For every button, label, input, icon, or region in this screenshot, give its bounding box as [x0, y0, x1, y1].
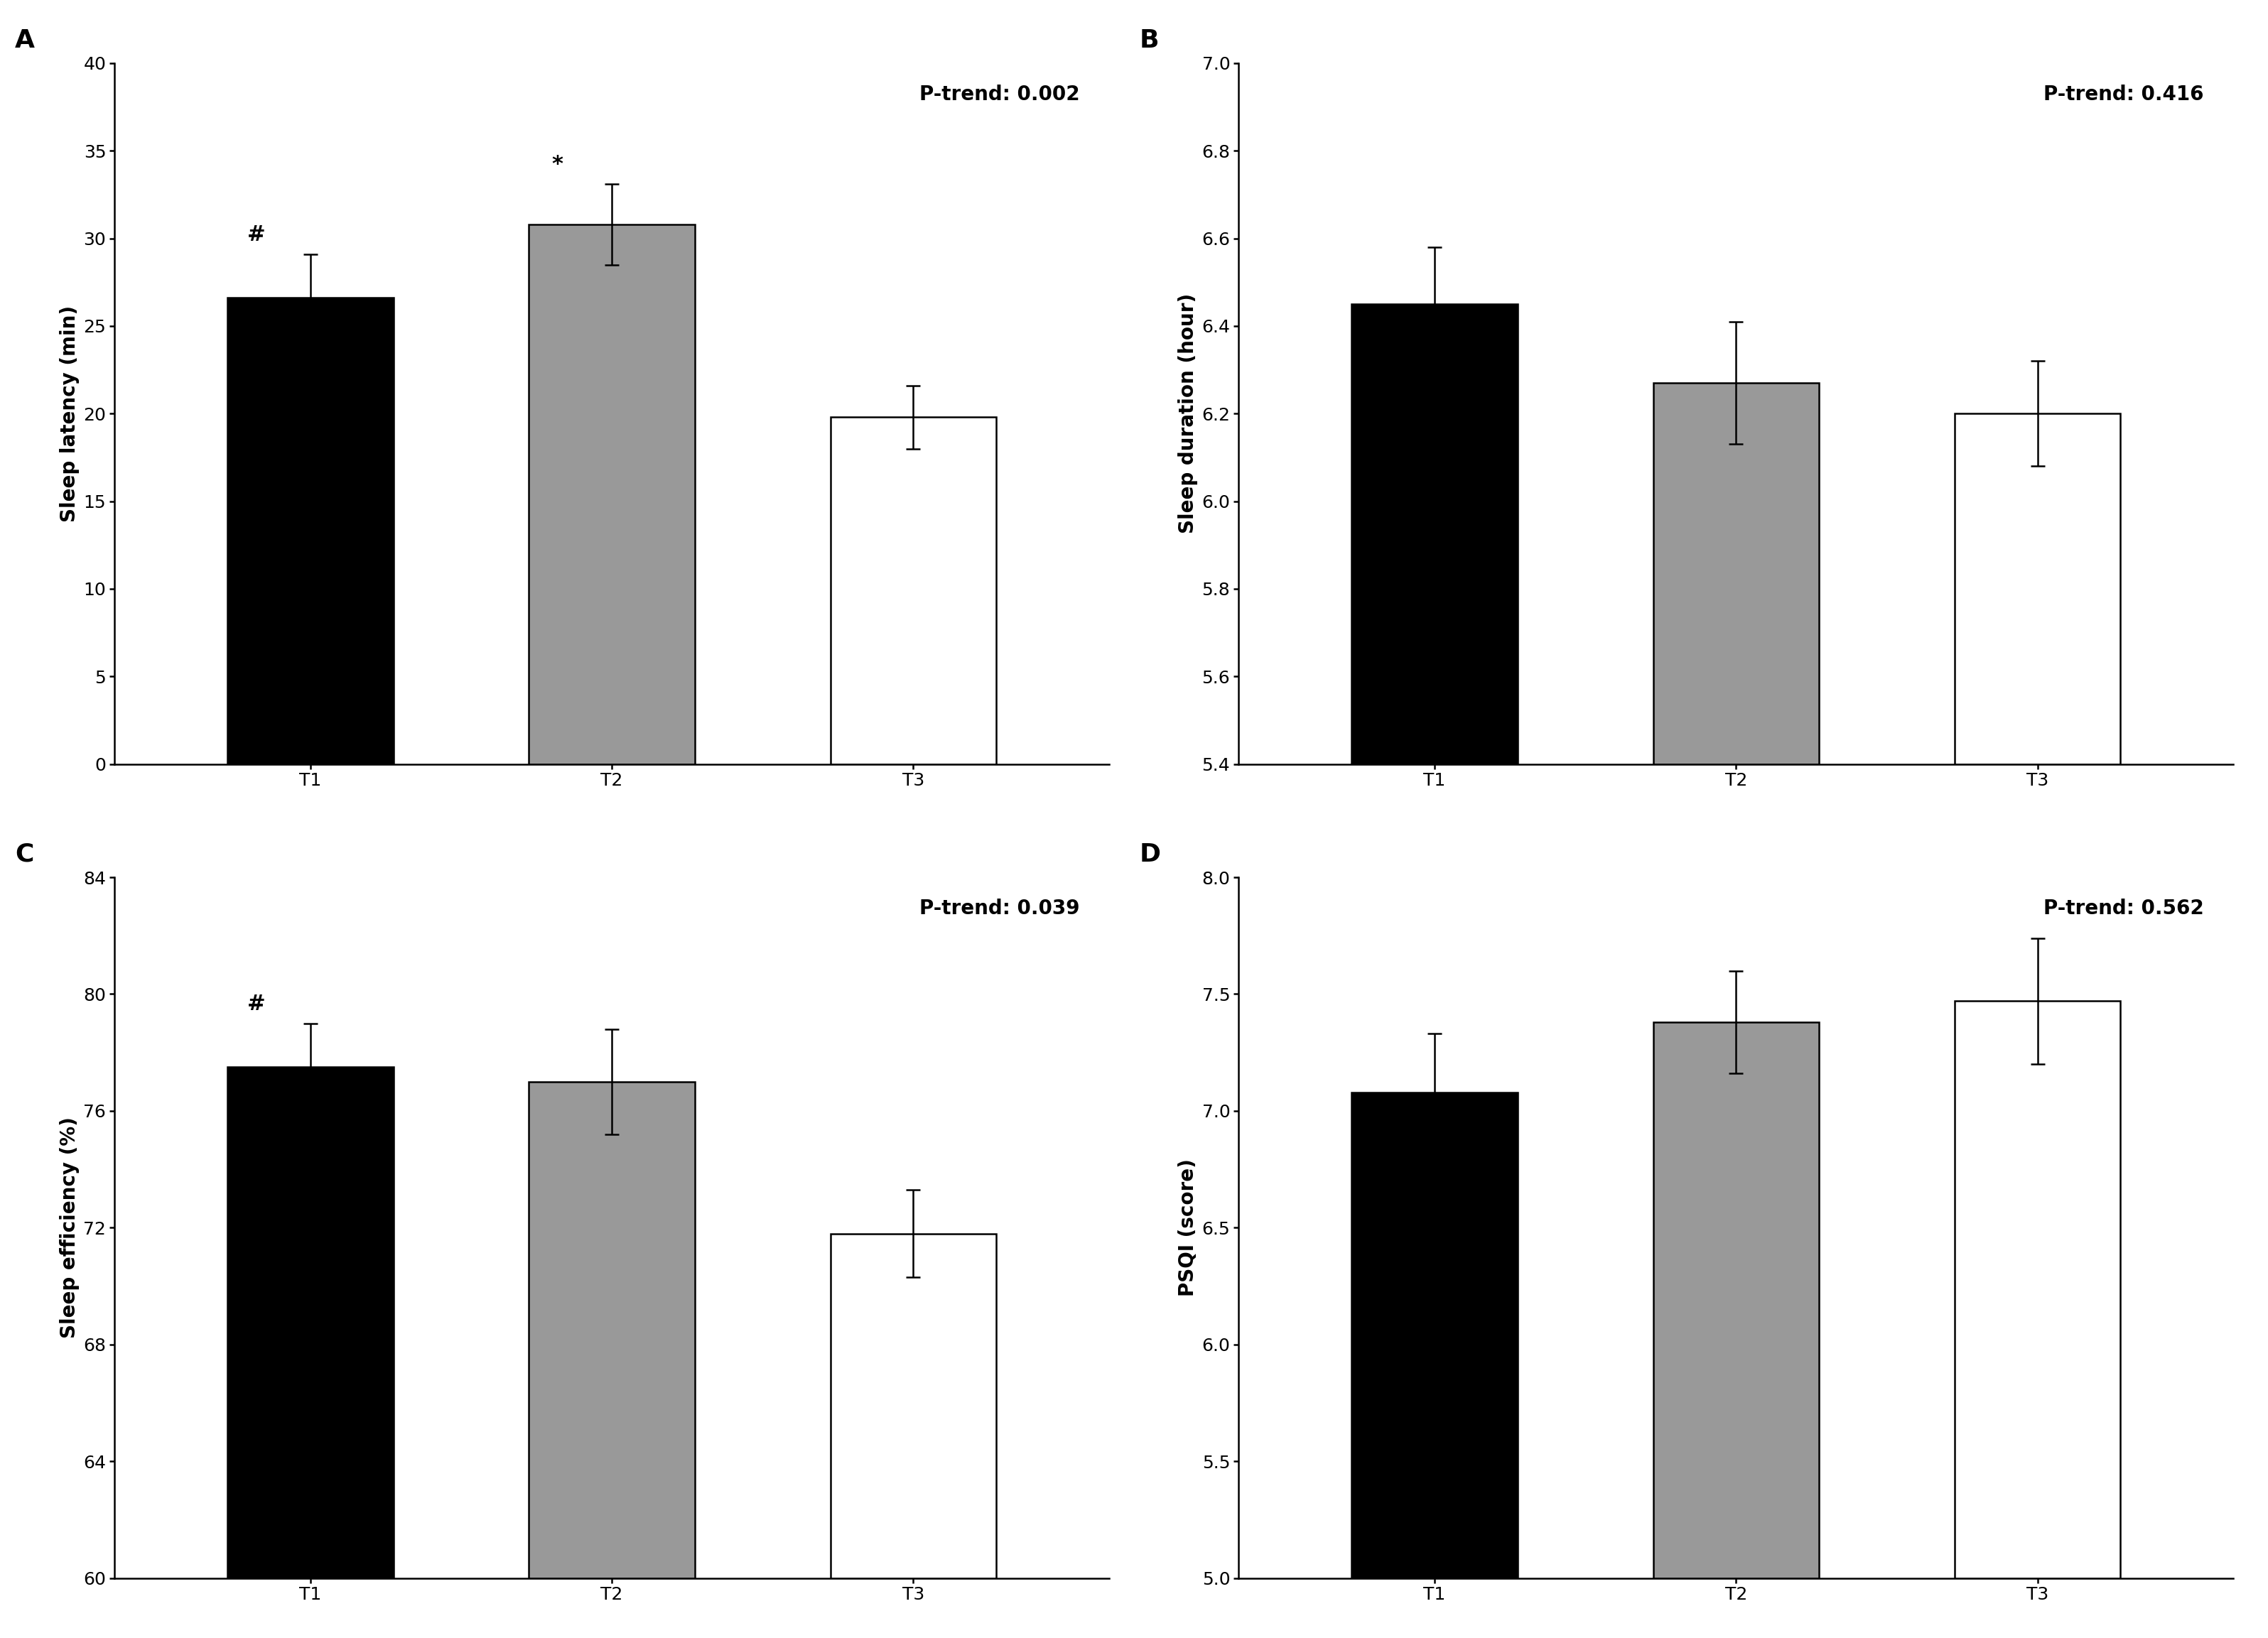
Y-axis label: Sleep duration (hour): Sleep duration (hour)	[1177, 293, 1198, 534]
Bar	[528, 224, 694, 763]
Text: A: A	[16, 28, 34, 52]
Bar	[1653, 383, 1819, 763]
Text: P-trend: 0.039: P-trend: 0.039	[919, 898, 1080, 919]
Bar	[1955, 1001, 2121, 1577]
Bar	[1653, 1022, 1819, 1577]
Text: P-trend: 0.416: P-trend: 0.416	[2043, 84, 2204, 105]
Text: #: #	[247, 994, 265, 1014]
Bar	[1352, 1093, 1517, 1577]
Text: P-trend: 0.002: P-trend: 0.002	[919, 84, 1080, 105]
Bar	[1352, 305, 1517, 763]
Bar	[227, 298, 392, 763]
Text: P-trend: 0.562: P-trend: 0.562	[2043, 898, 2204, 919]
Bar	[1955, 413, 2121, 763]
Bar	[528, 1081, 694, 1577]
Text: B: B	[1139, 28, 1159, 52]
Bar	[227, 1066, 392, 1577]
Bar	[830, 1233, 996, 1577]
Bar	[830, 418, 996, 763]
Y-axis label: Sleep efficiency (%): Sleep efficiency (%)	[59, 1117, 79, 1338]
Y-axis label: PSQI (score): PSQI (score)	[1177, 1158, 1198, 1297]
Y-axis label: Sleep latency (min): Sleep latency (min)	[59, 305, 79, 523]
Text: C: C	[16, 842, 34, 867]
Text: D: D	[1139, 842, 1161, 867]
Text: #: #	[247, 224, 265, 246]
Text: *: *	[551, 154, 562, 175]
